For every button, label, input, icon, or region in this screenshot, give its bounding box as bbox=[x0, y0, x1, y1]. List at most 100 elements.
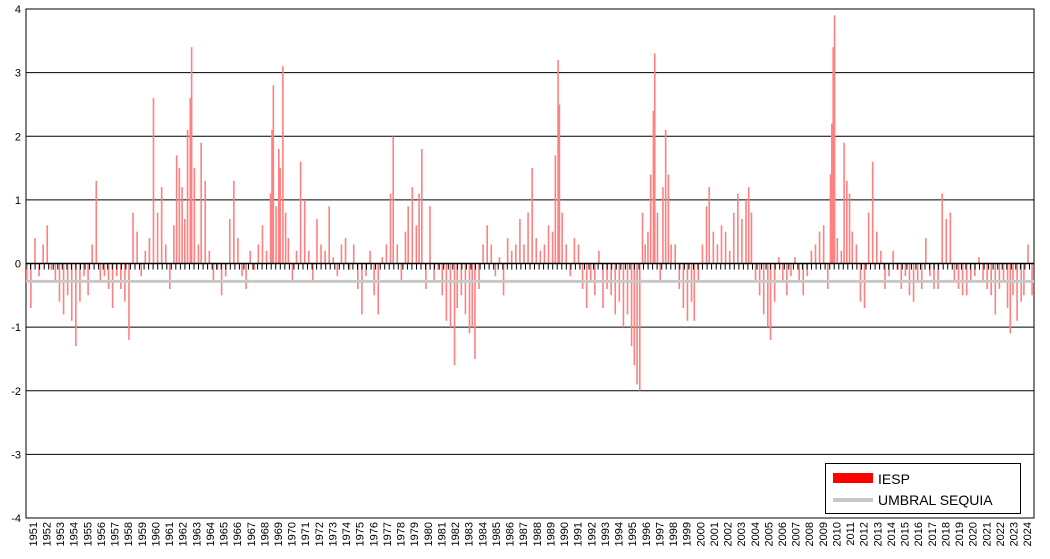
iesp-bar bbox=[829, 174, 832, 264]
iesp-bar bbox=[589, 263, 592, 283]
x-tick-label: 1977 bbox=[382, 522, 394, 546]
iesp-bar bbox=[1031, 263, 1033, 296]
iesp-bar bbox=[220, 263, 223, 296]
iesp-bar bbox=[42, 244, 44, 264]
iesp-bar bbox=[365, 263, 367, 277]
iesp-bar bbox=[510, 250, 513, 264]
iesp-bar bbox=[249, 250, 251, 264]
x-tick-label: 1965 bbox=[219, 522, 231, 546]
iesp-bar bbox=[411, 187, 414, 264]
x-tick-label: 1979 bbox=[409, 522, 421, 546]
x-tick-label: 1958 bbox=[123, 522, 135, 546]
x-tick-label: 2013 bbox=[872, 522, 884, 546]
iesp-bar bbox=[705, 206, 708, 264]
x-tick-label: 1981 bbox=[436, 522, 448, 546]
iesp-bar bbox=[291, 263, 294, 283]
x-tick-label: 1967 bbox=[246, 522, 258, 546]
legend-swatch-umbral bbox=[833, 498, 873, 502]
iesp-bar bbox=[682, 263, 685, 309]
x-tick-label: 2005 bbox=[763, 522, 775, 546]
iesp-bar bbox=[598, 250, 600, 264]
iesp-bar bbox=[279, 168, 281, 264]
legend-item-umbral: UMBRAL SEQUIA bbox=[826, 490, 1020, 510]
x-tick-label: 1976 bbox=[368, 522, 380, 546]
iesp-bar bbox=[284, 212, 287, 264]
iesp-bar bbox=[543, 244, 546, 264]
x-tick-label: 2003 bbox=[736, 522, 748, 546]
iesp-bar bbox=[265, 250, 268, 264]
iesp-bar bbox=[652, 110, 655, 264]
iesp-bar bbox=[348, 263, 351, 270]
iesp-bar bbox=[978, 257, 980, 264]
iesp-bar bbox=[908, 263, 911, 296]
x-tick-label: 2008 bbox=[804, 522, 816, 546]
legend-swatch-iesp bbox=[833, 473, 873, 483]
x-tick-label: 2001 bbox=[709, 522, 721, 546]
iesp-bar bbox=[307, 250, 310, 264]
iesp-bar bbox=[986, 263, 988, 289]
iesp-bar bbox=[175, 155, 178, 264]
iesp-bar bbox=[38, 263, 40, 277]
iesp-bar bbox=[678, 263, 681, 289]
iesp-bar bbox=[389, 193, 392, 264]
x-tick-label: 1963 bbox=[191, 522, 203, 546]
iesp-bar bbox=[982, 263, 984, 283]
iesp-bar bbox=[557, 59, 559, 264]
x-tick-label: 1984 bbox=[477, 522, 489, 546]
iesp-bar bbox=[164, 244, 167, 264]
iesp-bar bbox=[190, 47, 193, 264]
x-tick-label: 1954 bbox=[69, 522, 81, 546]
iesp-bar bbox=[656, 212, 659, 264]
x-tick-label: 1991 bbox=[573, 522, 585, 546]
iesp-bar bbox=[62, 263, 65, 315]
iesp-bar bbox=[762, 263, 765, 315]
iesp-bar bbox=[184, 218, 186, 264]
iesp-bar bbox=[144, 250, 147, 264]
iesp-bar bbox=[610, 263, 612, 296]
iesp-bar bbox=[664, 129, 667, 264]
iesp-bar bbox=[754, 263, 757, 283]
iesp-bar bbox=[332, 257, 335, 264]
iesp-bar bbox=[208, 250, 211, 264]
y-tick-labels: 4 3 2 1 0 -1 -2 -3 -4 bbox=[11, 4, 21, 525]
x-tick-label: 1966 bbox=[232, 522, 244, 546]
legend-label-umbral: UMBRAL SEQUIA bbox=[878, 492, 993, 508]
x-tick-label: 2015 bbox=[900, 522, 912, 546]
iesp-bar bbox=[855, 244, 858, 264]
iesp-bar bbox=[554, 155, 557, 264]
x-tick-label: 1956 bbox=[96, 522, 108, 546]
iesp-bar bbox=[998, 263, 1001, 289]
iesp-bar bbox=[636, 263, 638, 385]
iesp-bar bbox=[708, 187, 711, 264]
iesp-bar bbox=[433, 263, 435, 283]
x-tick-label: 2012 bbox=[859, 522, 871, 546]
iesp-bar bbox=[724, 231, 727, 264]
x-tick-label: 1968 bbox=[259, 522, 271, 546]
iesp-bar bbox=[900, 263, 903, 289]
iesp-bar bbox=[836, 238, 839, 264]
iesp-bar bbox=[1002, 263, 1005, 283]
x-tick-label: 1975 bbox=[355, 522, 367, 546]
iesp-bar bbox=[965, 263, 968, 296]
x-tick-label: 1999 bbox=[682, 522, 694, 546]
iesp-bar bbox=[156, 212, 159, 264]
iesp-bar bbox=[456, 263, 459, 309]
iesp-bar bbox=[245, 263, 247, 289]
iesp-bar bbox=[647, 231, 649, 264]
iesp-bar bbox=[941, 193, 943, 264]
iesp-bar bbox=[377, 263, 380, 315]
iesp-bar bbox=[638, 263, 641, 391]
iesp-bar bbox=[547, 225, 550, 264]
x-tick-label: 1985 bbox=[491, 522, 503, 546]
iesp-bar bbox=[75, 263, 77, 347]
iesp-bar bbox=[523, 244, 525, 264]
iesp-bar bbox=[186, 129, 189, 264]
iesp-bar bbox=[261, 225, 264, 264]
x-tick-label: 2021 bbox=[981, 522, 993, 546]
iesp-bar bbox=[441, 263, 444, 296]
iesp-bar bbox=[237, 238, 239, 264]
iesp-bar bbox=[558, 104, 561, 264]
iesp-bar bbox=[767, 263, 769, 328]
iesp-bar bbox=[152, 98, 155, 264]
iesp-bar bbox=[565, 244, 568, 264]
